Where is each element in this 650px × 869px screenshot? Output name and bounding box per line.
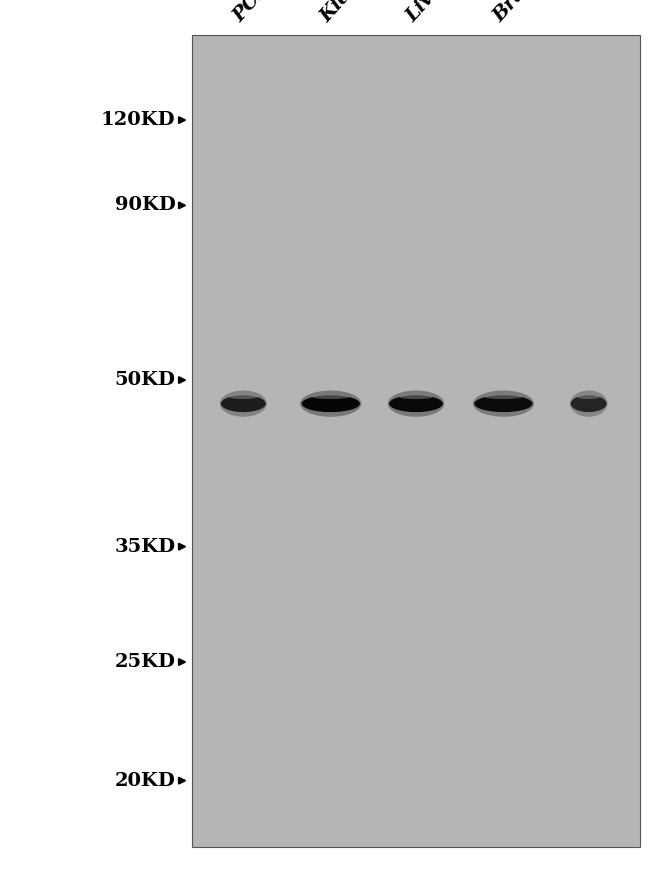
Text: 20KD: 20KD	[114, 772, 176, 790]
Text: 120KD: 120KD	[101, 111, 176, 129]
Ellipse shape	[221, 395, 266, 412]
Ellipse shape	[570, 390, 608, 417]
Ellipse shape	[300, 390, 361, 417]
Text: 35KD: 35KD	[114, 538, 176, 555]
Ellipse shape	[388, 390, 444, 417]
Ellipse shape	[389, 395, 443, 412]
Text: 90KD: 90KD	[114, 196, 176, 215]
Text: Brain: Brain	[490, 0, 544, 26]
Ellipse shape	[484, 395, 523, 399]
Bar	[192, 35, 640, 847]
Ellipse shape	[312, 395, 350, 399]
Ellipse shape	[220, 390, 267, 417]
Text: Kidney: Kidney	[317, 0, 382, 26]
Ellipse shape	[398, 395, 434, 399]
Ellipse shape	[302, 395, 360, 412]
Ellipse shape	[577, 395, 601, 399]
Text: 25KD: 25KD	[114, 653, 176, 671]
Ellipse shape	[474, 395, 532, 412]
Ellipse shape	[571, 395, 606, 412]
Text: 50KD: 50KD	[114, 371, 176, 389]
Ellipse shape	[473, 390, 534, 417]
Text: PC3: PC3	[230, 0, 272, 26]
Text: Liver: Liver	[402, 0, 453, 26]
Ellipse shape	[229, 395, 258, 399]
